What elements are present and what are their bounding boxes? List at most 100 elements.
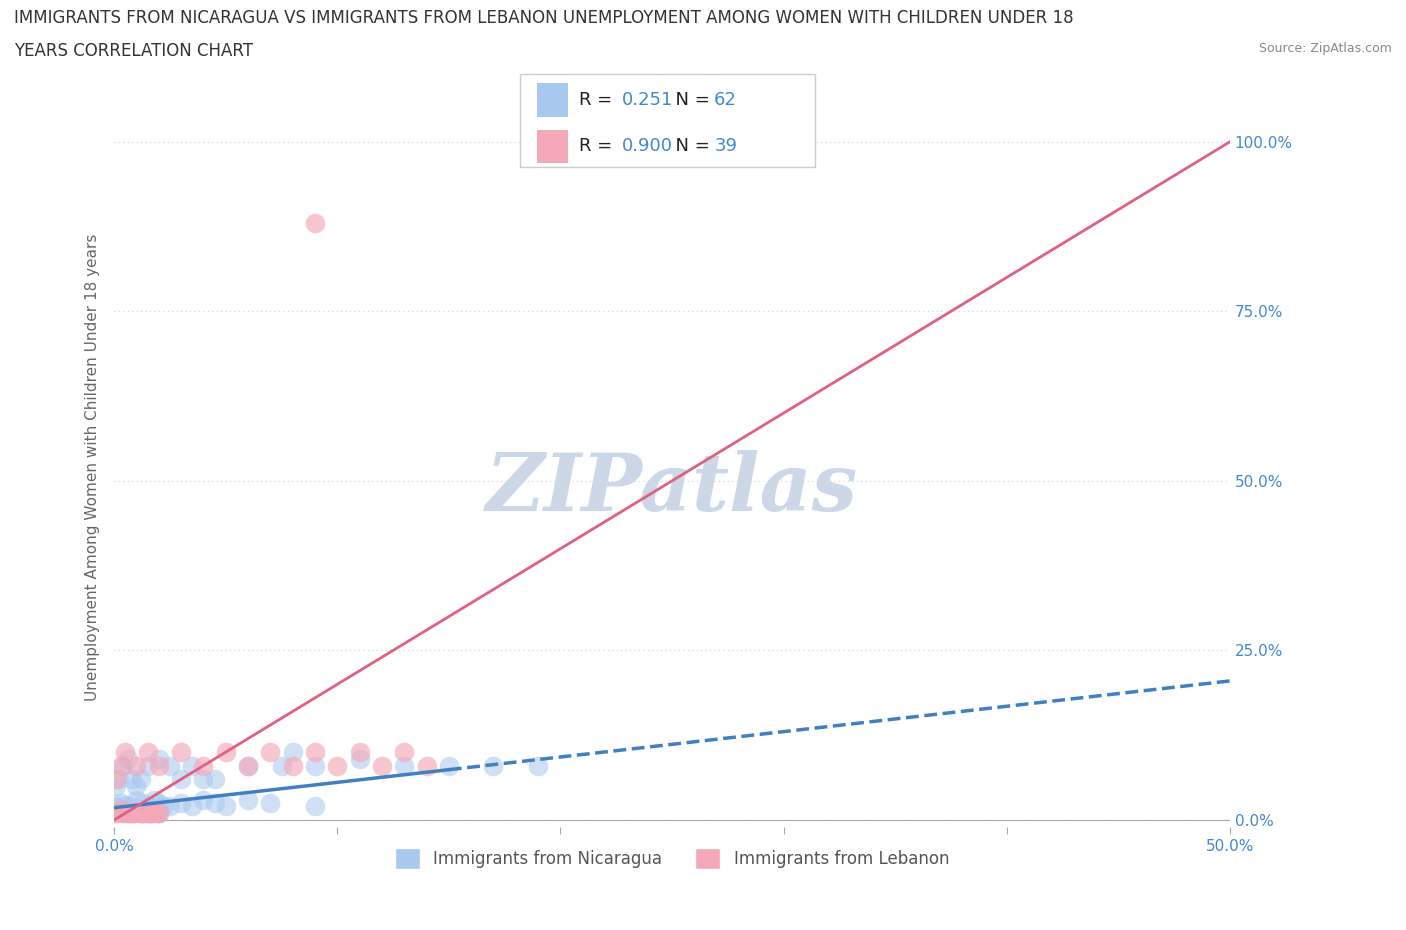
Point: [181, 799, 204, 814]
Point: [125, 778, 148, 793]
Point: [112, 758, 135, 773]
Text: YEARS CORRELATION CHART: YEARS CORRELATION CHART: [14, 42, 253, 60]
Point: [304, 745, 326, 760]
Point: [259, 745, 281, 760]
Point: [132, 805, 155, 820]
Point: [193, 758, 215, 773]
Point: [118, 805, 141, 820]
Point: [193, 792, 215, 807]
Point: [349, 745, 371, 760]
Point: [326, 758, 349, 773]
Point: [136, 799, 159, 814]
Point: [304, 758, 326, 773]
Text: R =: R =: [579, 138, 619, 155]
Point: [371, 758, 394, 773]
Point: [125, 758, 148, 773]
Point: [349, 751, 371, 766]
Point: [236, 792, 259, 807]
Text: R =: R =: [579, 91, 619, 109]
Point: [105, 799, 128, 814]
Point: [204, 772, 226, 787]
Text: Source: ZipAtlas.com: Source: ZipAtlas.com: [1258, 42, 1392, 55]
Point: [105, 772, 128, 787]
Point: [128, 805, 150, 820]
Point: [141, 805, 163, 820]
Point: [132, 795, 155, 810]
Point: [105, 805, 128, 820]
Point: [129, 805, 152, 820]
Point: [129, 805, 152, 820]
Point: [236, 758, 259, 773]
Point: [134, 805, 156, 820]
Point: [143, 805, 166, 820]
Point: [136, 805, 159, 820]
Point: [129, 772, 152, 787]
Point: [114, 804, 136, 819]
Point: [148, 805, 170, 820]
Point: [181, 758, 204, 773]
Point: [105, 805, 128, 820]
Point: [117, 805, 139, 820]
Point: [118, 805, 141, 820]
Text: N =: N =: [664, 138, 716, 155]
Point: [121, 805, 143, 820]
Point: [110, 803, 132, 817]
Point: [170, 745, 193, 760]
Point: [122, 805, 145, 820]
Point: [112, 805, 135, 820]
Point: [304, 799, 326, 814]
Point: [107, 772, 129, 787]
Point: [139, 805, 162, 820]
Point: [145, 805, 167, 820]
Point: [117, 805, 139, 820]
Y-axis label: Unemployment Among Women with Children Under 18 years: Unemployment Among Women with Children U…: [86, 233, 100, 701]
Text: IMMIGRANTS FROM NICARAGUA VS IMMIGRANTS FROM LEBANON UNEMPLOYMENT AMONG WOMEN WI: IMMIGRANTS FROM NICARAGUA VS IMMIGRANTS …: [14, 9, 1074, 27]
Point: [136, 745, 159, 760]
Point: [415, 758, 437, 773]
Point: [148, 795, 170, 810]
Point: [143, 805, 166, 820]
Point: [125, 804, 148, 819]
Point: [159, 799, 181, 814]
Text: 0.900: 0.900: [621, 138, 672, 155]
Point: [193, 772, 215, 787]
Point: [125, 804, 148, 819]
Point: [527, 758, 550, 773]
Point: [128, 805, 150, 820]
Point: [114, 745, 136, 760]
Point: [110, 803, 132, 817]
Point: [281, 745, 304, 760]
Point: [215, 799, 238, 814]
Point: [107, 804, 129, 819]
Legend: Immigrants from Nicaragua, Immigrants from Lebanon: Immigrants from Nicaragua, Immigrants fr…: [395, 848, 949, 869]
Point: [152, 799, 174, 814]
Text: 39: 39: [714, 138, 737, 155]
Point: [215, 745, 238, 760]
Point: [121, 772, 143, 787]
Point: [159, 758, 181, 773]
Point: [114, 798, 136, 813]
Point: [107, 804, 129, 819]
Point: [281, 758, 304, 773]
Point: [112, 805, 135, 820]
Point: [139, 805, 162, 820]
Point: [259, 795, 281, 810]
Point: [204, 795, 226, 810]
Point: [170, 772, 193, 787]
Point: [143, 792, 166, 807]
Point: [105, 778, 128, 793]
Point: [141, 805, 163, 820]
Point: [125, 792, 148, 807]
Point: [148, 805, 170, 820]
Point: [482, 758, 505, 773]
Point: [148, 758, 170, 773]
Point: [270, 758, 292, 773]
Point: [136, 805, 159, 820]
Point: [304, 216, 326, 231]
Point: [122, 805, 145, 820]
Point: [110, 758, 132, 773]
Point: [145, 805, 167, 820]
Text: ZIPatlas: ZIPatlas: [486, 450, 858, 527]
Point: [134, 805, 156, 820]
Point: [117, 751, 139, 766]
